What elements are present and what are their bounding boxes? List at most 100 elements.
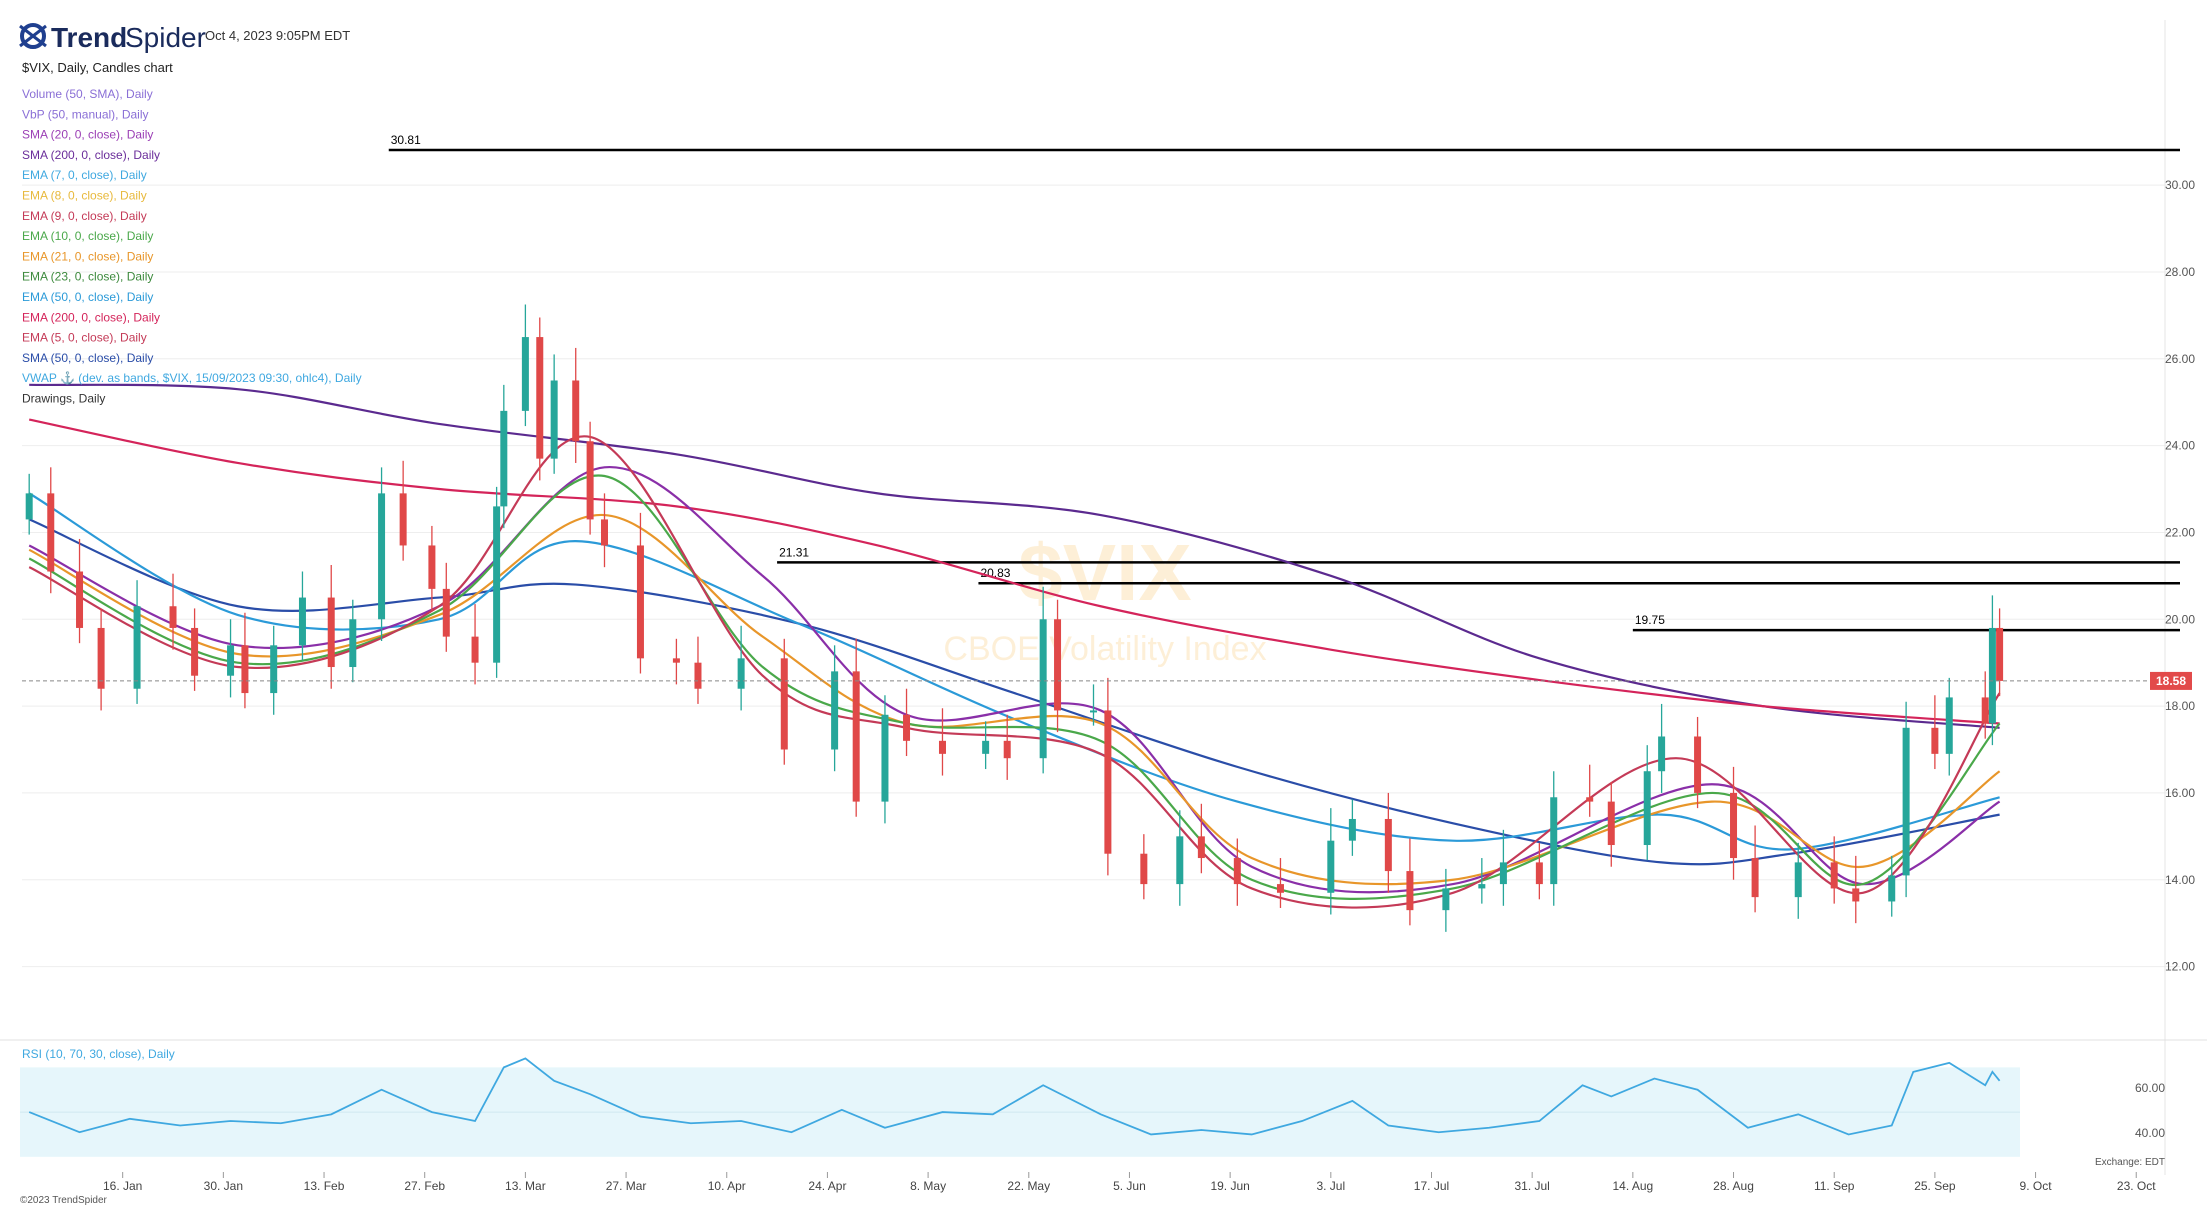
candle-body	[47, 493, 55, 572]
candle-body	[1730, 792, 1738, 859]
rsi-label[interactable]: RSI (10, 70, 30, close), Daily	[22, 1047, 175, 1061]
candle-body	[1442, 888, 1450, 911]
candle-body	[672, 658, 680, 663]
chart-title: $VIX, Daily, Candles chart	[22, 60, 173, 75]
candle-body	[636, 545, 644, 659]
watermark-symbol: $VIX	[1018, 528, 1191, 617]
y-tick-label: 14.00	[2165, 873, 2195, 887]
x-tick-label: 17. Jul	[1414, 1179, 1449, 1193]
logo: Trend Spider	[19, 22, 206, 53]
x-tick-label: 19. Jun	[1210, 1179, 1249, 1193]
ma-line	[29, 383, 2000, 729]
candle-body	[1794, 862, 1802, 898]
candle-body	[737, 658, 745, 689]
exchange-label: Exchange: EDT	[2095, 1157, 2165, 1168]
y-tick-label: 12.00	[2165, 960, 2195, 974]
candle-body	[1694, 736, 1702, 793]
candle-body	[780, 658, 788, 750]
legend-item[interactable]: VbP (50, manual), Daily	[22, 107, 149, 121]
spider-logo-icon	[19, 23, 47, 49]
ma-line	[28, 474, 2001, 900]
x-tick-label: 14. Aug	[1612, 1179, 1653, 1193]
copyright: ©2023 TrendSpider	[20, 1195, 108, 1206]
x-tick-label: 23. Oct	[2117, 1179, 2156, 1193]
last-price-label: 18.58	[2156, 674, 2186, 688]
legend-item[interactable]: EMA (21, 0, close), Daily	[22, 249, 153, 263]
ma-line	[28, 518, 2000, 866]
x-tick-label: 5. Jun	[1113, 1179, 1146, 1193]
candle-body	[1852, 888, 1860, 902]
level-label: 30.81	[391, 133, 421, 147]
grid	[0, 20, 2207, 1175]
candle-body	[536, 337, 544, 459]
legend-item[interactable]: EMA (7, 0, close), Daily	[22, 168, 147, 182]
candle-body	[550, 380, 558, 459]
candle-body	[1996, 627, 2004, 681]
candle-body	[1039, 619, 1047, 759]
x-tick-label: 10. Apr	[708, 1179, 746, 1193]
candle-body	[1945, 697, 1953, 754]
x-tick-label: 28. Aug	[1713, 1179, 1754, 1193]
candle-body	[1981, 697, 1989, 724]
y-tick-label: 16.00	[2165, 786, 2195, 800]
rsi-tick-60: 60.00	[2135, 1081, 2165, 1095]
candle-body	[1348, 818, 1356, 841]
candle-body	[298, 597, 306, 646]
candle-body	[1197, 836, 1205, 859]
candle-body	[493, 506, 501, 663]
candle-body	[399, 493, 407, 546]
rsi-line	[28, 1057, 2001, 1136]
candle-body	[831, 671, 839, 750]
legend-item[interactable]: SMA (200, 0, close), Daily	[22, 148, 160, 162]
candle-body	[1751, 858, 1759, 898]
candle-body	[521, 337, 529, 411]
legend-item[interactable]: EMA (23, 0, close), Daily	[22, 270, 153, 284]
legend-item[interactable]: EMA (8, 0, close), Daily	[22, 189, 147, 203]
candle-body	[1607, 801, 1615, 846]
y-axis: 12.00 14.00 16.00 18.00 20.00 22.00 24.00 26.00…	[22, 178, 2195, 974]
candle-body	[694, 662, 702, 689]
legend-item[interactable]: SMA (50, 0, close), Daily	[22, 351, 153, 365]
candle-body	[442, 588, 450, 637]
candle-body	[881, 714, 889, 802]
y-tick-label: 20.00	[2165, 612, 2195, 626]
candle-body	[1535, 862, 1543, 885]
candle-body	[76, 571, 84, 628]
candle-body	[169, 606, 177, 628]
legend-item[interactable]: SMA (20, 0, close), Daily	[22, 128, 153, 142]
candle-body	[572, 380, 580, 442]
candle-body	[349, 619, 357, 668]
candle-body	[1902, 727, 1910, 876]
x-tick-label: 3. Jul	[1316, 1179, 1345, 1193]
candle-body	[428, 545, 436, 589]
legend-item[interactable]: EMA (50, 0, close), Daily	[22, 290, 153, 304]
candle-body	[191, 627, 199, 676]
candle-body	[586, 441, 594, 520]
legend-item[interactable]: EMA (10, 0, close), Daily	[22, 229, 153, 243]
candles	[25, 304, 2004, 932]
candle-body	[903, 714, 911, 741]
legend-item[interactable]: EMA (9, 0, close), Daily	[22, 209, 147, 223]
indicator-legend[interactable]: Volume (50, SMA), Daily VbP (50, manual),…	[22, 87, 362, 406]
legend-item[interactable]: VWAP ⚓ (dev. as bands, $VIX, 15/09/2023 …	[22, 371, 362, 385]
legend-item[interactable]: EMA (5, 0, close), Daily	[22, 331, 147, 345]
candle-body	[1384, 818, 1392, 872]
legend-item[interactable]: EMA (200, 0, close), Daily	[22, 310, 160, 324]
logo-spider: Spider	[125, 22, 206, 53]
x-tick-label: 16. Jan	[103, 1179, 142, 1193]
candle-body	[97, 627, 105, 689]
x-tick-label: 13. Mar	[505, 1179, 546, 1193]
candle-body	[1478, 884, 1486, 889]
x-tick-label: 27. Mar	[606, 1179, 647, 1193]
x-tick-label: 30. Jan	[204, 1179, 243, 1193]
candle-body	[982, 740, 990, 754]
candle-body	[1988, 627, 1996, 724]
legend-item[interactable]: Volume (50, SMA), Daily	[22, 87, 153, 101]
legend-item[interactable]: Drawings, Daily	[22, 392, 105, 406]
candle-body	[471, 636, 479, 663]
candle-body	[1233, 858, 1241, 885]
candle-body	[1888, 875, 1896, 902]
timestamp: Oct 4, 2023 9:05PM EDT	[205, 28, 350, 43]
